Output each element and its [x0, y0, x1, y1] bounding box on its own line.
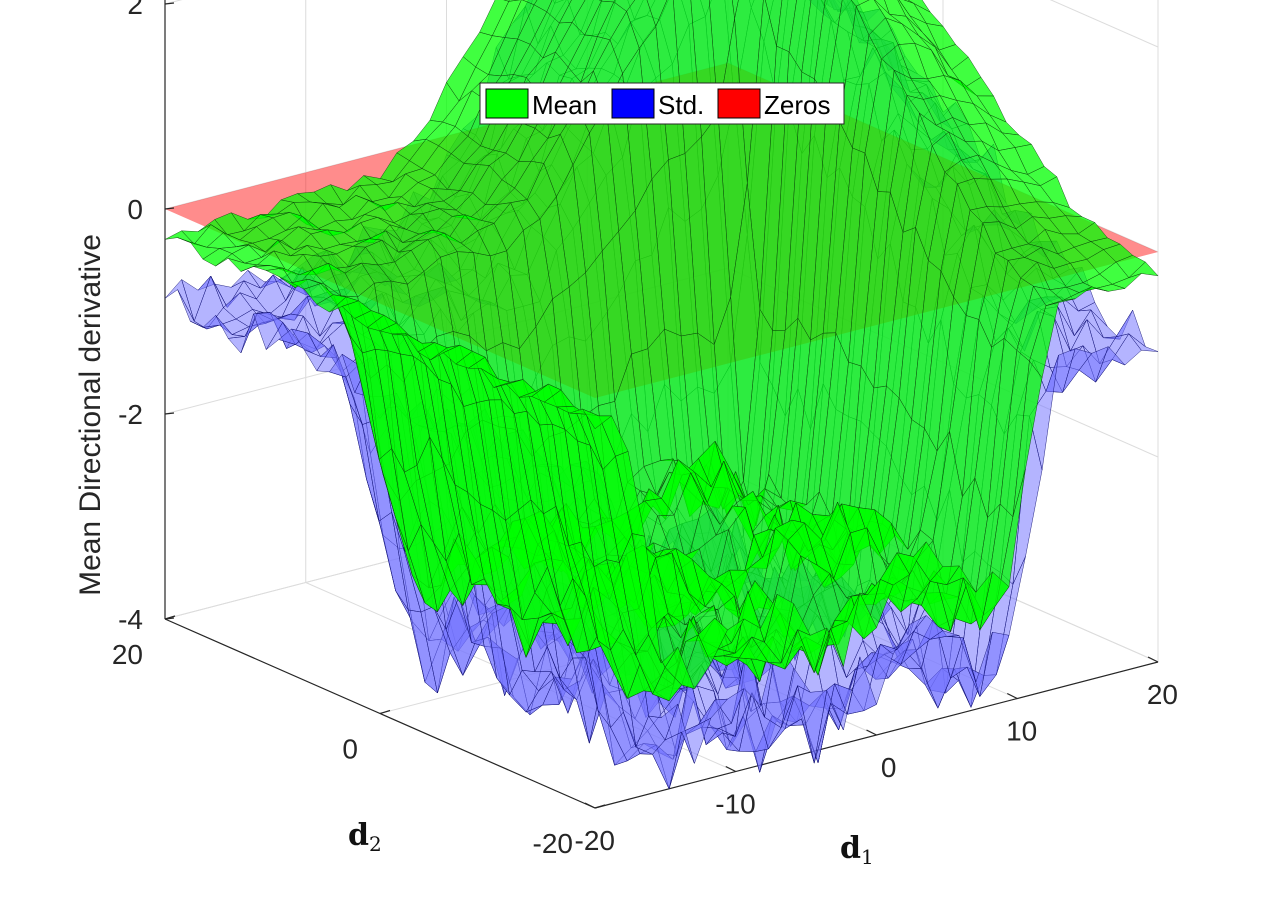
d2-tick-mark — [379, 709, 391, 715]
d1-axis-label: d1 — [840, 831, 874, 869]
d2-tick-label: 0 — [342, 734, 358, 765]
legend-label-mean: Mean — [532, 90, 597, 120]
z-tick-mark — [164, 2, 175, 5]
z-axis-label: Mean Directional derivative — [74, 234, 107, 596]
legend-swatch-mean — [485, 88, 529, 119]
d1-tick-mark — [584, 802, 596, 809]
z-tick-label: 2 — [127, 0, 143, 20]
d1-tick-label: 0 — [881, 752, 897, 783]
z-tick-label: 0 — [127, 194, 143, 225]
legend-label-zeros: Zeros — [764, 90, 830, 120]
d2-tick-mark — [164, 615, 176, 620]
d2-tick-label: 20 — [112, 639, 143, 670]
mean-surface — [164, 0, 1159, 702]
z-tick-labels: -4-2024 — [118, 0, 175, 635]
d1-tick-label: 20 — [1147, 679, 1178, 710]
z-tick-mark — [164, 412, 175, 415]
d2-tick-label: -20 — [533, 828, 573, 859]
legend-label-std: Std. — [658, 90, 704, 120]
d1-tick-label: -20 — [575, 825, 615, 856]
d1-tick-label: 10 — [1006, 716, 1037, 747]
d2-tick-labels: -20 0 20 — [112, 615, 606, 859]
z-tick-label: -2 — [118, 399, 143, 430]
d1-tick-mark — [866, 729, 877, 736]
surf-mean-facet — [581, 408, 613, 430]
d2-tick-mark — [594, 804, 606, 809]
d1-tick-mark — [725, 765, 737, 773]
surf-mean-facet — [731, 0, 739, 19]
d1-tick-mark — [1006, 692, 1018, 700]
d1-tick-label: -10 — [715, 789, 755, 820]
z-tick-label: -4 — [118, 604, 143, 635]
d2-axis-label: d2 — [348, 818, 382, 856]
legend-swatch-std — [611, 88, 655, 119]
d1-tick-labels: -20 -10 0 10 20 — [575, 656, 1178, 856]
legend: Mean Std. Zeros — [479, 82, 845, 125]
legend-swatch-zeros — [717, 88, 761, 119]
d1-tick-mark — [1147, 656, 1159, 663]
z-tick-mark — [164, 207, 175, 210]
